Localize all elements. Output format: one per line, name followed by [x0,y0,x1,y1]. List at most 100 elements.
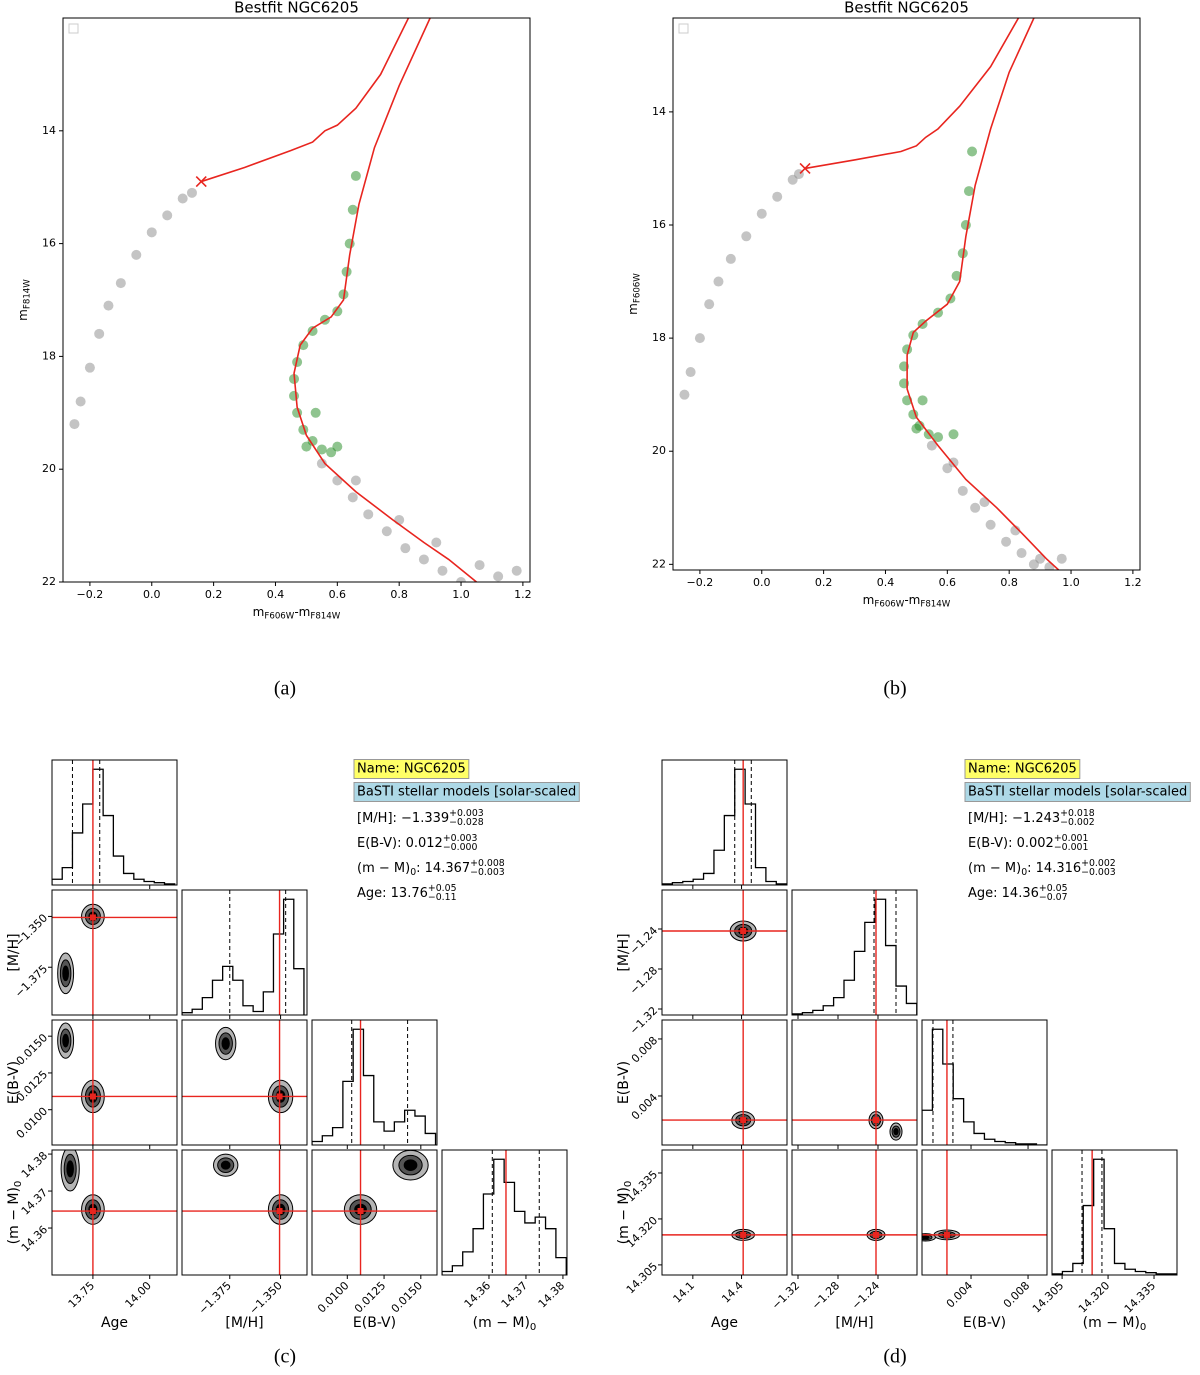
cell [52,890,177,1015]
subscript: −0.07 [1039,891,1068,902]
label-text: m [863,593,875,607]
star-point [69,419,80,430]
cell [922,1150,1047,1275]
subscript: 0 [623,1181,634,1187]
cell-frame [441,1149,568,1276]
text-box: BaSTI stellar models [solar-scaled [353,782,580,802]
truth-point [740,1117,747,1124]
y-tick-label: 22 [42,575,56,588]
cell [1052,1150,1177,1275]
star-point [84,362,95,373]
x-tick-label: 1.0 [452,588,470,601]
star-point [350,170,361,181]
isochrone [200,18,410,183]
y-tick-label: 14 [42,124,56,137]
truth-point [357,1208,364,1215]
text-box-bg [964,759,1081,779]
star-point [437,565,448,576]
superscript: +0.018 [1060,807,1095,818]
y-axis-label: [M/H] [616,933,632,971]
star-point [316,444,327,455]
result-line: Age: 13.76+0.05 −0.11 [357,882,457,902]
label-text: E(B-V) [353,1315,396,1331]
star-point [948,429,959,440]
superscript: +0.008 [470,857,505,868]
truth-point [89,1093,96,1100]
star-point [347,492,358,503]
star-point [685,367,696,378]
star-point [970,502,981,513]
subscript: 0 [1021,866,1027,877]
label-text: m [16,309,30,321]
truth-point [873,1231,879,1238]
y-tick-label: 20 [652,444,666,457]
subscript: −0.003 [1081,866,1116,877]
subscript: −0.028 [449,816,484,827]
text-box-bg [964,782,1191,802]
result-line: [M/H]: −1.243+0.018 −0.002 [968,807,1095,827]
cell [662,760,787,885]
star-point [298,340,309,351]
x-tick-label: 1.2 [1124,576,1142,589]
star-point [679,389,690,400]
star-point [1010,525,1021,536]
result-line: E(B-V): 0.002+0.001 −0.001 [968,832,1088,852]
label-text: E(B-V) [6,1061,22,1104]
cell-frame [661,889,788,1016]
cell [662,890,787,1015]
label-text: m [626,303,640,315]
star-point [1056,553,1067,564]
cell-frame [1051,1149,1178,1276]
x-axis-label: E(B-V) [963,1315,1006,1331]
cell [52,1150,177,1275]
subscript: F814W [22,279,32,309]
subscript: 0 [530,1322,536,1333]
label-text: Age [711,1315,738,1331]
star-point [511,565,522,576]
label-text: -m [904,593,920,607]
y-axis-label: E(B-V) [6,1061,22,1104]
x-tick-label: 1.0 [1062,576,1080,589]
star-point [741,231,752,242]
star-point [431,537,442,548]
truth-point [740,1231,747,1238]
star-point [310,407,321,418]
star-point [756,208,767,219]
star-point [967,146,978,157]
star-point [316,458,327,469]
y-axis-label: (m − M)0 [6,1181,24,1245]
superscript: +0.003 [443,832,478,843]
star-point [694,333,705,344]
cell [792,890,917,1015]
superscript: +0.003 [449,807,484,818]
cell-frame [51,1149,178,1276]
cell [182,890,305,1015]
star-point [400,543,411,554]
cell-frame [51,1019,178,1146]
x-tick-label: 0.0 [753,576,771,589]
cell-frame [181,889,308,1016]
subscript: −0.000 [443,841,478,852]
cell [792,1150,917,1275]
cell [312,1020,437,1145]
histogram [662,768,787,885]
y-axis-label: E(B-V) [616,1061,632,1104]
label-text: E(B-V) [616,1061,632,1104]
label-text: [M/H] [616,933,632,971]
isochrone [906,18,1060,570]
subscript: 0 [1140,1322,1146,1333]
superscript: +0.05 [1039,882,1068,893]
contour [221,1037,230,1050]
cell-frame [661,1019,788,1146]
text-box-bg [353,759,470,779]
text-box: Name: NGC6205 [353,759,470,779]
x-axis-label: Age [711,1315,738,1331]
cell [442,1150,567,1275]
text-box-bg [353,782,580,802]
star-point [350,475,361,486]
caption: (a) [274,678,296,700]
subscript: F606W [874,599,904,609]
label-text: (m − M) [6,1187,22,1244]
